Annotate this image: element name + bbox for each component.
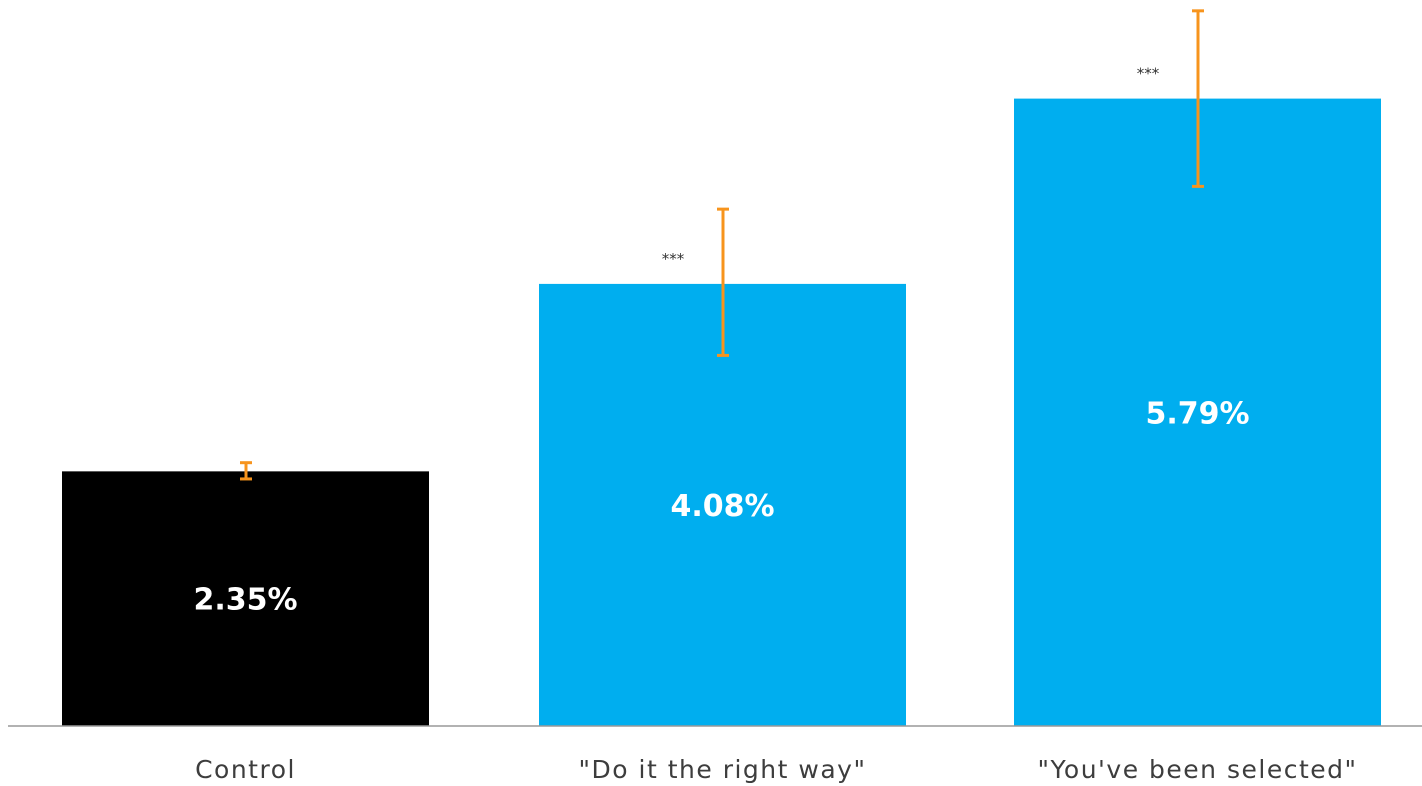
error-bar-0 [240, 461, 252, 481]
bar-2 [1014, 98, 1381, 727]
category-label-2: "You've been selected" [1037, 755, 1357, 784]
bar-value-label-2: 5.79% [1145, 396, 1249, 431]
bar-value-label-1: 4.08% [670, 489, 774, 524]
significance-label-1: *** [662, 250, 685, 268]
bar-0 [62, 471, 429, 726]
bar-1 [539, 283, 906, 726]
category-label-0: Control [195, 755, 296, 784]
labels-layer: 2.35% Control 4.08% "Do it the right way" **… [193, 65, 1357, 784]
error-bar-2 [1192, 9, 1204, 188]
category-label-1: "Do it the right way" [579, 755, 867, 784]
error-bar-1 [717, 207, 729, 357]
significance-label-2: *** [1137, 65, 1160, 83]
bars-layer [62, 98, 1381, 727]
error-bars-layer [240, 9, 1204, 481]
bar-value-label-0: 2.35% [193, 583, 297, 618]
